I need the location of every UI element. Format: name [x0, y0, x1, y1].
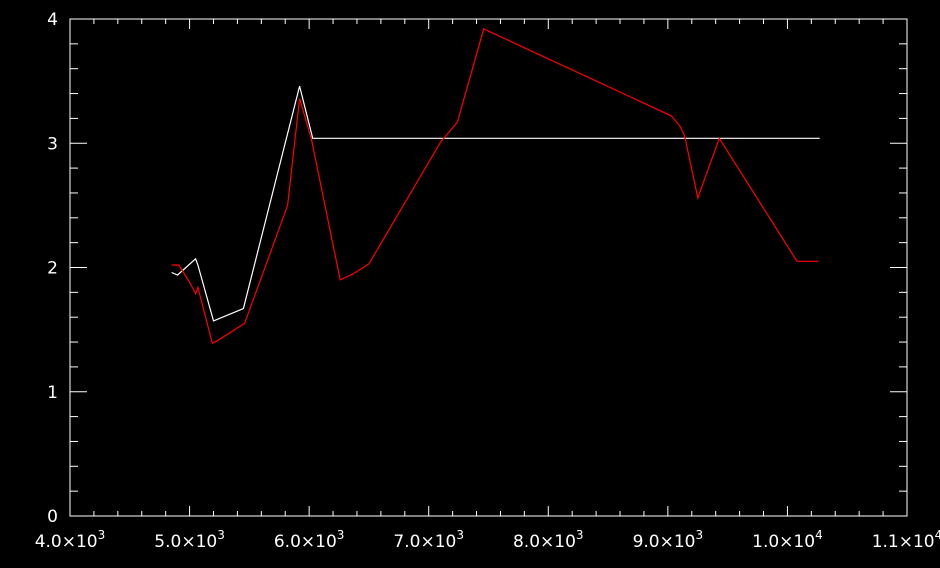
x-tick-base: ×10 — [540, 532, 576, 552]
x-tick-base: ×10 — [779, 532, 815, 552]
y-tick-label: 3 — [47, 134, 58, 154]
x-tick-exponent: 3 — [337, 528, 345, 542]
x-tick-base: ×10 — [62, 532, 98, 552]
x-tick-label: 1.0×104 — [752, 528, 823, 552]
x-tick-mantissa: 4.0 — [35, 532, 62, 552]
axis-ticks — [69, 18, 908, 517]
x-tick-base: ×10 — [420, 532, 456, 552]
x-tick-mantissa: 1.1 — [872, 532, 899, 552]
x-tick-label: 5.0×103 — [154, 528, 225, 552]
y-tick-label: 2 — [47, 259, 58, 279]
x-tick-base: ×10 — [181, 532, 217, 552]
x-tick-label: 8.0×103 — [513, 528, 584, 552]
x-tick-mantissa: 7.0 — [393, 532, 420, 552]
x-tick-labels: 4.0×103 5.0×103 6.0×103 7.0×103 8.0×103 9.0×1… — [35, 528, 940, 552]
series-layer — [171, 28, 820, 345]
y-tick-label: 0 — [47, 507, 58, 527]
x-tick-base: ×10 — [899, 532, 935, 552]
x-tick-mantissa: 5.0 — [154, 532, 181, 552]
x-tick-exponent: 3 — [456, 528, 464, 542]
x-tick-mantissa: 8.0 — [513, 532, 540, 552]
y-tick-label: 4 — [47, 10, 58, 30]
x-tick-label: 6.0×103 — [274, 528, 345, 552]
x-tick-label: 4.0×103 — [35, 528, 106, 552]
x-tick-exponent: 3 — [98, 528, 106, 542]
y-tick-labels: 0 1 2 3 4 — [47, 10, 58, 527]
x-tick-base: ×10 — [660, 532, 696, 552]
x-tick-label: 1.1×104 — [872, 528, 940, 552]
x-tick-exponent: 3 — [576, 528, 584, 542]
x-tick-label: 9.0×103 — [633, 528, 704, 552]
x-tick-label: 7.0×103 — [393, 528, 464, 552]
x-tick-mantissa: 6.0 — [274, 532, 301, 552]
series-line-2 — [171, 28, 819, 345]
x-tick-mantissa: 1.0 — [752, 532, 779, 552]
x-tick-base: ×10 — [301, 532, 337, 552]
series-line-1 — [171, 85, 820, 322]
x-tick-mantissa: 9.0 — [633, 532, 660, 552]
x-tick-exponent: 3 — [696, 528, 704, 542]
x-tick-exponent: 4 — [815, 528, 823, 542]
y-tick-label: 1 — [47, 383, 58, 403]
x-tick-exponent: 4 — [935, 528, 940, 542]
x-tick-exponent: 3 — [217, 528, 225, 542]
